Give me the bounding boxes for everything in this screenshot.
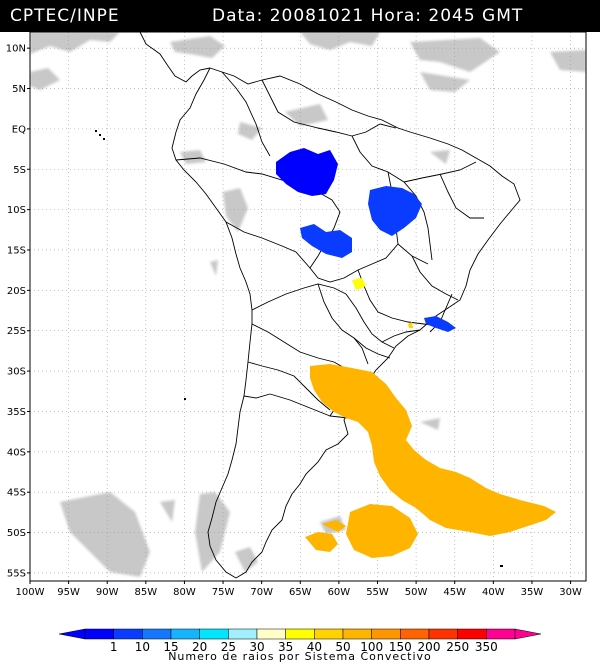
lat-label: 5N [12,84,26,95]
lon-label: 95W [57,587,80,598]
convective-system-mato-grosso [300,224,352,258]
lat-label: 55S [7,568,26,579]
colorbar-swatch [371,628,401,640]
lat-label: 20S [7,286,26,297]
colorbar-title: Numero de raios por Sistema Convectivo [168,650,432,663]
lat-label: 35S [7,407,26,418]
lat-label: 40S [7,447,26,458]
lon-label: 35W [521,587,544,598]
lon-label: 40W [482,587,505,598]
colorbar-value: 50 [335,640,350,654]
cloud-cover [30,32,586,577]
colorbar-swatch [285,628,315,640]
convective-system-amazon [276,148,338,196]
lat-label: 30S [7,367,26,378]
graticule [30,32,586,581]
convective-system-se-coast [424,316,456,332]
colorbar-value: 200 [418,640,441,654]
colorbar-value: 250 [446,640,469,654]
colorbar-labels: 1 10 15 20 25 30 35 40 50 100 150 200 250 350 [110,640,498,654]
lon-label: 45W [443,587,466,598]
convective-system-small-yellow [352,278,366,290]
colorbar-value: 25 [221,640,236,654]
colorbar-value: 100 [360,640,383,654]
lon-label: 30W [559,587,582,598]
lat-label: EQ [12,124,26,135]
colorbar-arrow-left [58,628,86,640]
convective-system-central-brazil [368,186,422,236]
colorbar-swatch [457,628,487,640]
lon-label: 85W [135,587,158,598]
lat-label: 25S [7,326,26,337]
colorbar-swatch [113,628,143,640]
colorbar-value: 150 [389,640,412,654]
latitude-axis: 10N 5N EQ 5S 10S 15S 20S 25S 30S 35S 40S 45S 50S 55S [6,44,30,579]
lon-label: 70W [250,587,273,598]
colorbar-swatch [142,628,172,640]
header-datetime: Data: 20081021 Hora: 2045 GMT [212,6,524,26]
colorbar-value: 20 [192,640,207,654]
colorbar-arrow-right [514,628,542,640]
lon-label: 55W [366,587,389,598]
header-bar: CPTEC/INPE Data: 20081021 Hora: 2045 GMT [0,0,600,32]
colorbar-swatch [170,628,200,640]
lat-label: 5S [13,165,26,176]
colorbar-value: 1 [110,640,118,654]
colorbar-swatch [314,628,344,640]
lat-label: 10N [6,44,26,55]
islands [95,130,503,567]
colorbar-swatch [342,628,372,640]
map-frame [29,32,587,582]
colorbar-value: 15 [163,640,178,654]
convective-system-southern-cone [310,364,556,536]
colorbar-swatch [400,628,430,640]
lon-label: 50W [405,587,428,598]
colorbar-swatch [228,628,258,640]
lon-label: 90W [96,587,119,598]
colorbar-swatch [199,628,229,640]
colorbar-value: 30 [249,640,264,654]
lat-label: 10S [7,205,26,216]
lon-label: 100W [16,587,45,598]
colorbar-swatch [84,628,114,640]
lightning-colorbar [58,628,542,640]
colorbar-value: 10 [135,640,150,654]
convective-systems [276,148,556,558]
colorbar-swatch [486,628,516,640]
lon-label: 60W [328,587,351,598]
colorbar-value: 350 [475,640,498,654]
colorbar-swatch [428,628,458,640]
lat-label: 45S [7,488,26,499]
lat-label: 50S [7,528,26,539]
map-figure: 10N5NEQ5S10S15S20S25S30S35S40S45S50S55S … [6,32,587,663]
lon-label: 65W [289,587,312,598]
lon-label: 75W [212,587,235,598]
colorbar-swatch [256,628,286,640]
header-source: CPTEC/INPE [10,6,120,26]
colorbar-value: 40 [307,640,322,654]
lat-label: 15S [7,245,26,256]
longitude-axis: 100W 95W 90W 85W 80W 75W 70W 65W 60W 55W 50W 45W 40W… [16,581,582,598]
lon-label: 80W [173,587,196,598]
colorbar-value: 35 [278,640,293,654]
